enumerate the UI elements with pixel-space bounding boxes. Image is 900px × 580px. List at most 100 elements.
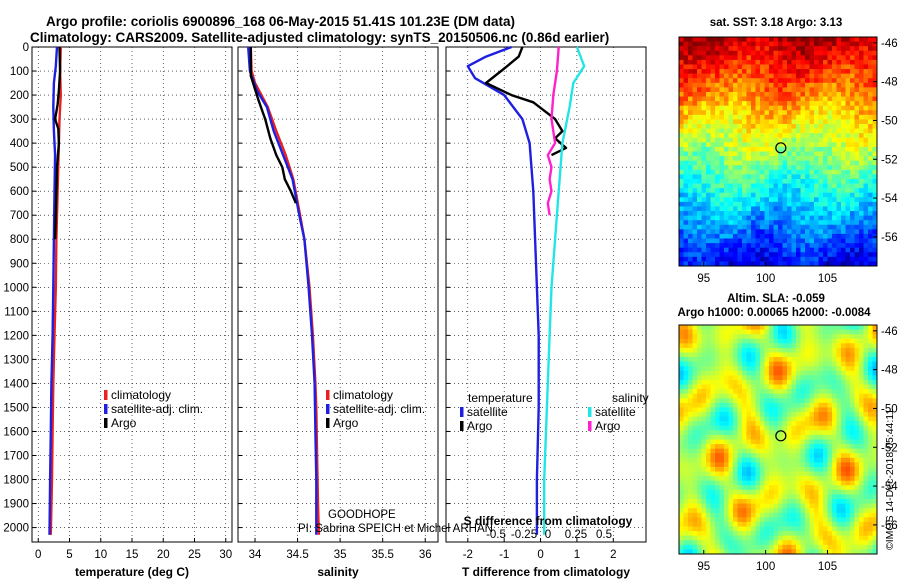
heatmap-cell — [796, 531, 801, 537]
heatmap-cell — [715, 233, 720, 239]
heatmap-cell — [827, 238, 833, 244]
heatmap-cell — [715, 64, 720, 70]
heatmap-cell — [697, 142, 702, 148]
heatmap-cell — [724, 252, 729, 258]
heatmap-cell — [778, 489, 783, 495]
lat-tick-label: -46 — [881, 326, 898, 338]
heatmap-cell — [760, 201, 765, 207]
heatmap-cell — [710, 366, 716, 372]
heatmap-cell — [791, 146, 797, 152]
heatmap-cell — [769, 220, 774, 226]
heatmap-cell — [778, 325, 783, 330]
heatmap-cell — [706, 434, 711, 440]
heatmap-cell — [751, 261, 756, 267]
heatmap-cell — [818, 370, 824, 376]
heatmap-cell — [728, 352, 734, 358]
heatmap-cell — [728, 480, 734, 486]
heatmap-cell — [841, 462, 846, 468]
heatmap-cell — [778, 521, 783, 527]
heatmap-cell — [701, 69, 707, 75]
heatmap-cell — [836, 201, 842, 207]
heatmap-cell — [872, 169, 878, 175]
heatmap-cell — [728, 466, 734, 472]
heatmap-cell — [836, 215, 842, 221]
heatmap-cell — [706, 46, 711, 52]
heatmap-cell — [778, 499, 783, 505]
heatmap-cell — [809, 206, 815, 212]
heatmap-cell — [683, 188, 689, 194]
heatmap-cell — [679, 78, 684, 84]
heatmap-cell — [773, 114, 779, 120]
heatmap-cell — [814, 361, 819, 367]
heatmap-cell — [778, 535, 783, 541]
heatmap-cell — [701, 55, 707, 61]
heatmap-cell — [764, 82, 770, 88]
heatmap-cell — [787, 421, 792, 427]
heatmap-cell — [841, 87, 846, 93]
heatmap-cell — [845, 540, 851, 546]
heatmap-cell — [692, 82, 698, 88]
heatmap-cell — [818, 169, 824, 175]
heatmap-cell — [679, 398, 684, 404]
heatmap-cell — [679, 169, 684, 175]
heatmap-cell — [814, 169, 819, 175]
heatmap-cell — [872, 485, 878, 491]
heatmap-cell — [845, 329, 851, 335]
heatmap-cell — [782, 499, 788, 505]
heatmap-cell — [818, 329, 824, 335]
heatmap-cell — [688, 485, 693, 491]
heatmap-cell — [764, 540, 770, 546]
heatmap-cell — [796, 439, 801, 445]
heatmap-cell — [719, 55, 725, 61]
heatmap-cell — [701, 206, 707, 212]
heatmap-cell — [796, 402, 801, 408]
heatmap-cell — [782, 535, 788, 541]
heatmap-cell — [850, 160, 855, 166]
heatmap-cell — [823, 434, 828, 440]
heatmap-cell — [764, 160, 770, 166]
heatmap-cell — [737, 453, 743, 459]
heatmap-cell — [733, 128, 738, 134]
heatmap-cell — [737, 192, 743, 198]
heatmap-cell — [823, 137, 828, 143]
series-line-salinity-argo — [546, 46, 560, 216]
heatmap-cell — [728, 398, 734, 404]
heatmap-cell — [760, 421, 765, 427]
heatmap-cell — [746, 526, 752, 532]
heatmap-cell — [679, 178, 684, 184]
heatmap-cell — [809, 531, 815, 537]
heatmap-cell — [782, 73, 788, 79]
heatmap-cell — [850, 430, 855, 436]
heatmap-cell — [818, 499, 824, 505]
heatmap-cell — [760, 133, 765, 139]
heatmap-cell — [733, 425, 738, 431]
heatmap-cell — [706, 55, 711, 61]
heatmap-cell — [859, 37, 864, 42]
x-tick-label: 5 — [66, 549, 72, 561]
heatmap-cell — [760, 512, 765, 518]
heatmap-cell — [782, 549, 788, 555]
heatmap-cell — [679, 201, 684, 207]
heatmap-cell — [800, 178, 806, 184]
heatmap-cell — [688, 178, 693, 184]
heatmap-cell — [760, 211, 765, 217]
heatmap-cell — [692, 142, 698, 148]
heatmap-cell — [836, 540, 842, 546]
heatmap-cell — [751, 325, 756, 330]
heatmap-cell — [805, 384, 810, 390]
heatmap-cell — [796, 256, 801, 262]
heatmap-cell — [868, 412, 873, 417]
heatmap-cell — [854, 375, 860, 381]
heatmap-cell — [782, 379, 788, 385]
heatmap-cell — [742, 69, 747, 75]
heatmap-cell — [832, 243, 837, 249]
heatmap-cell — [701, 151, 707, 157]
heatmap-cell — [854, 384, 860, 390]
heatmap-cell — [710, 41, 716, 47]
heatmap-cell — [751, 73, 756, 79]
heatmap-cell — [854, 73, 860, 79]
heatmap-cell — [832, 211, 837, 217]
heatmap-cell — [769, 110, 774, 116]
legend-swatch — [326, 404, 330, 414]
heatmap-cell — [692, 119, 698, 125]
